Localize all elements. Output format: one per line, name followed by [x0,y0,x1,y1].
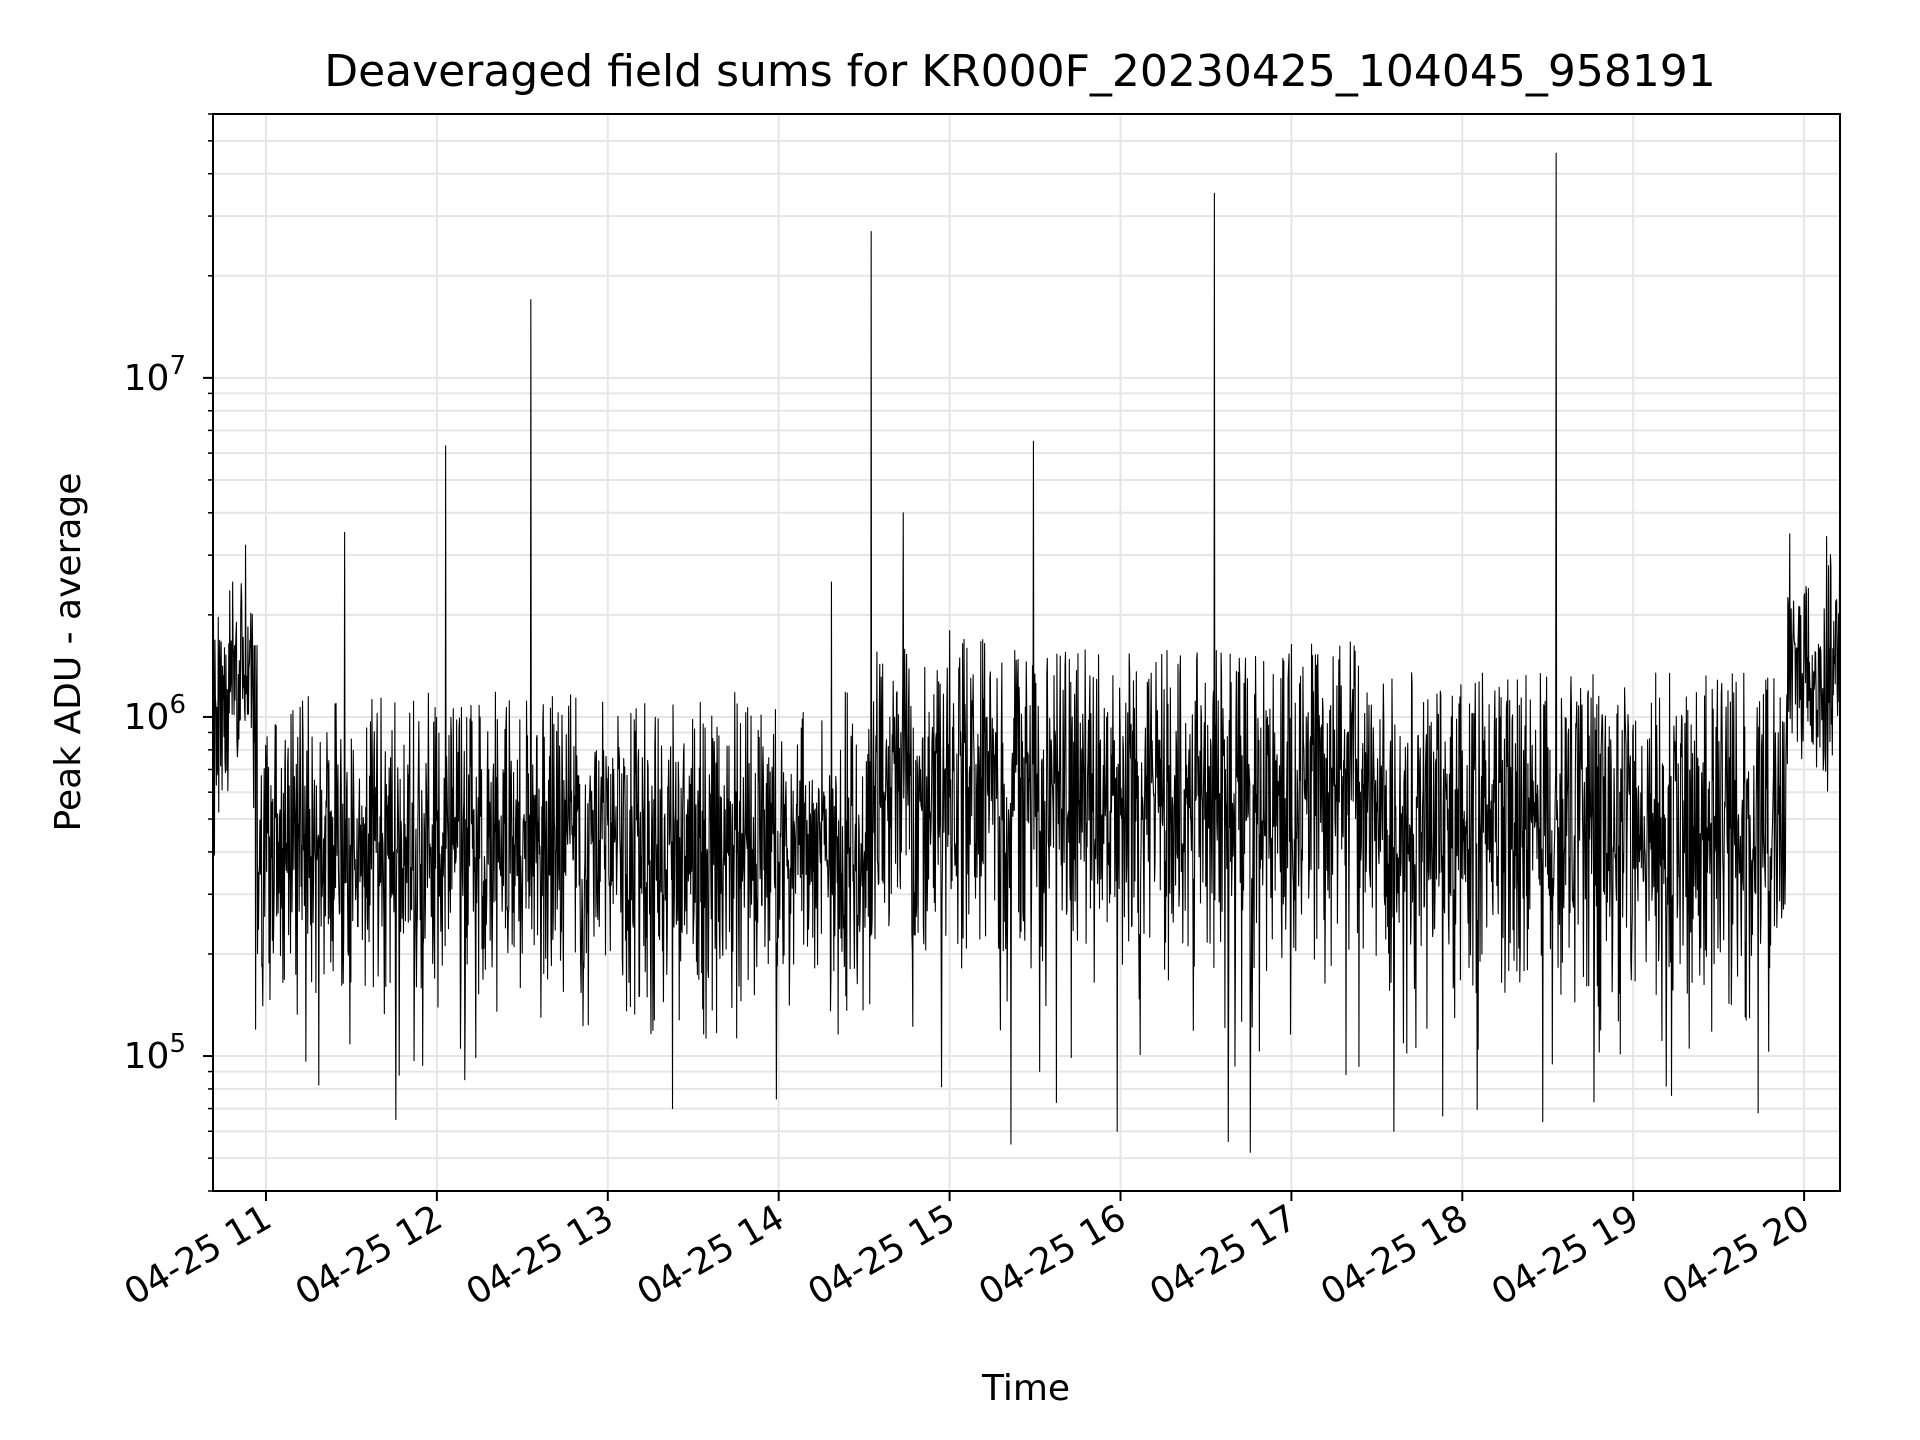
y-tick-label: 106 [124,690,186,738]
axes-frame [212,113,1841,1192]
plot-background [213,114,1840,1191]
x-axis-label: Time [981,1368,1070,1409]
y-tick-label: 105 [124,1029,186,1077]
chart-title: Deaveraged field sums for KR000F_2023042… [324,46,1716,97]
series-line-peak-adu [212,152,1841,1153]
y-axis-label: Peak ADU - average [48,473,89,832]
series-layer [212,152,1841,1153]
y-tick-label: 107 [124,351,186,399]
y-axis-ticks: 105 106 107 [124,113,213,1192]
